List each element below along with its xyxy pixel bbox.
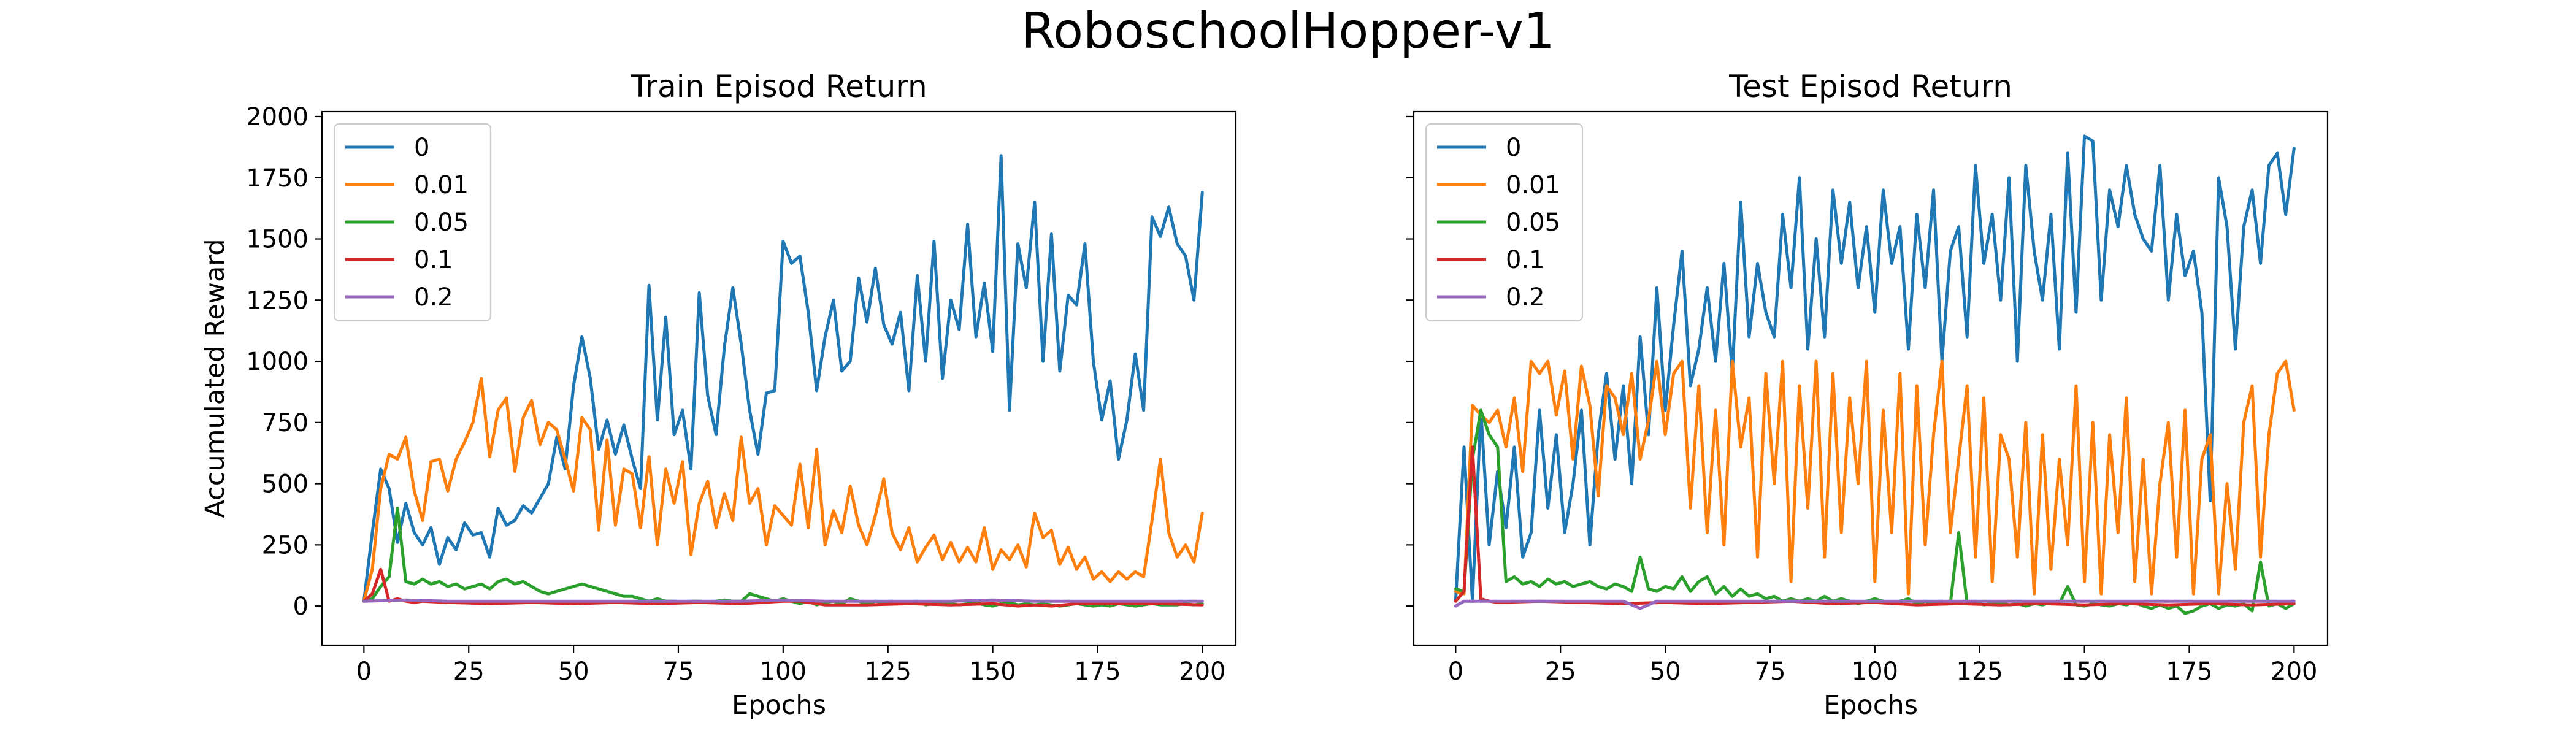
y-tick-label: 500 — [262, 470, 309, 499]
train-return-plot: 0 25 50 75 100 125 150 175 200025050075010001250… — [200, 69, 1237, 721]
series-line-0-2 — [362, 598, 1204, 603]
x-tick-label: 125 — [1957, 657, 2003, 686]
x-tick-label: 100 — [1852, 657, 1898, 686]
x-tick-label: 25 — [453, 657, 485, 686]
legend-entry-0: 0 — [1506, 134, 1521, 162]
y-tick-label: 1500 — [246, 226, 309, 254]
legend-box — [333, 123, 492, 322]
plot-frame — [1413, 110, 2329, 646]
x-tick-label: 200 — [2271, 657, 2317, 686]
y-tick-label: 0 — [293, 592, 309, 621]
x-tick-label: 100 — [760, 657, 807, 686]
legend-entry-0-01: 0.01 — [414, 171, 469, 199]
y-tick-label: 1250 — [246, 286, 309, 315]
x-axis-label: Epochs — [732, 690, 826, 721]
series-line-0-01 — [1454, 359, 2296, 596]
test-return-plot: 0 25 50 75 100 125 150 175 200 Test Episod Return… — [1406, 69, 2329, 721]
x-tick-label: 150 — [969, 657, 1016, 686]
x-tick-label: 150 — [2061, 657, 2107, 686]
plot-title: Train Episod Return — [630, 69, 927, 104]
x-tick-label: 50 — [1650, 657, 1681, 686]
x-tick-label: 75 — [663, 657, 694, 686]
x-tick-label: 50 — [558, 657, 589, 686]
x-tick-label: 0 — [1448, 657, 1463, 686]
y-axis-label: Accumulated Reward — [200, 239, 231, 518]
x-tick-label: 25 — [1545, 657, 1576, 686]
y-tick-label: 750 — [262, 409, 309, 437]
legend-entry-0-1: 0.1 — [414, 246, 453, 274]
series-line-0 — [362, 154, 1204, 603]
legend-entry-0-05: 0.05 — [414, 209, 469, 237]
x-tick-label: 175 — [1074, 657, 1121, 686]
x-tick-label: 175 — [2166, 657, 2212, 686]
series-lines — [362, 154, 1204, 608]
series-line-0-05 — [1454, 408, 2296, 615]
series-line-0-01 — [362, 377, 1204, 603]
legend-box — [1425, 123, 1584, 322]
plot-frame — [321, 110, 1237, 646]
legend: 0 0.01 0.05 0.1 0.2 — [1425, 123, 1584, 322]
series-line-0-2 — [1454, 599, 2296, 610]
x-tick-label: 200 — [1179, 657, 1225, 686]
legend-entry-0: 0 — [414, 134, 429, 162]
plot-title: Test Episod Return — [1728, 69, 2012, 104]
legend: 0 0.01 0.05 0.1 0.2 — [333, 123, 492, 322]
x-axis-label: Epochs — [1823, 690, 1918, 721]
legend-entry-0-1: 0.1 — [1506, 246, 1545, 274]
figure-title: RoboschoolHopper-v1 — [1021, 2, 1555, 59]
legend-entry-0-05: 0.05 — [1506, 209, 1560, 237]
y-tick-label: 250 — [262, 531, 309, 559]
x-tick-label: 125 — [865, 657, 911, 686]
legend-entry-0-2: 0.2 — [1506, 283, 1545, 312]
series-lines — [1454, 134, 2296, 615]
y-tick-label: 1000 — [246, 348, 309, 376]
legend-entry-0-01: 0.01 — [1506, 171, 1560, 199]
x-tick-label: 0 — [356, 657, 372, 686]
y-tick-label: 1750 — [246, 164, 309, 193]
y-tick-label: 2000 — [246, 103, 309, 131]
x-tick-label: 75 — [1755, 657, 1786, 686]
legend-entry-0-2: 0.2 — [414, 283, 453, 312]
